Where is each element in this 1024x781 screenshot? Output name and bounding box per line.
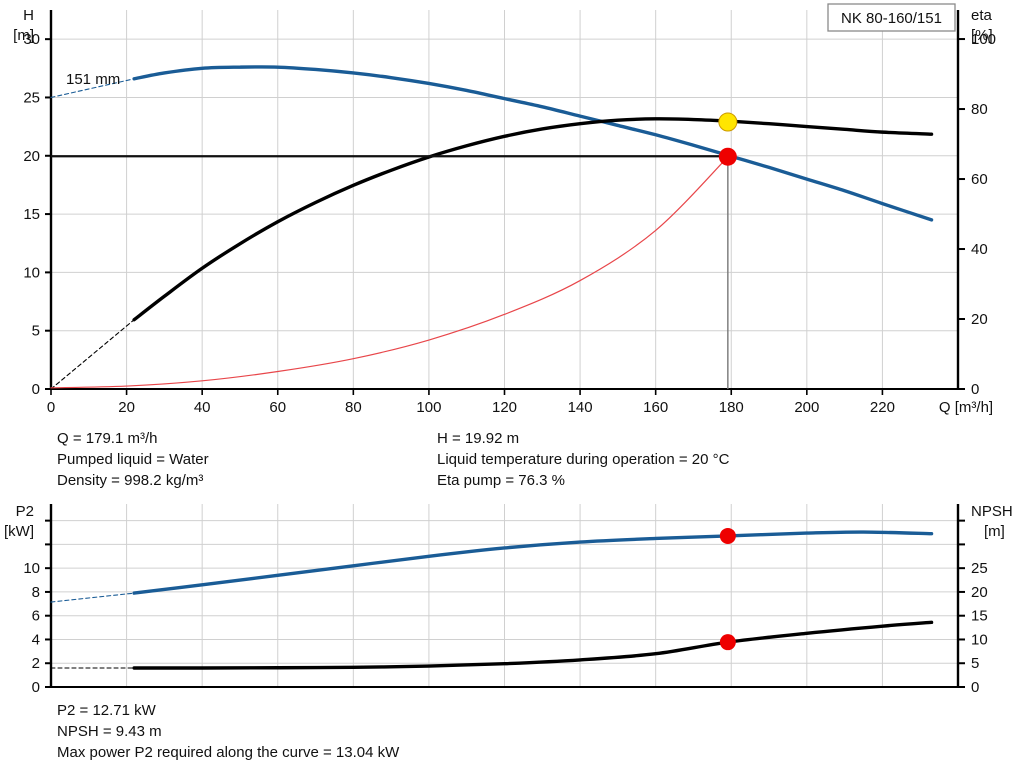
info-line-npsh: NPSH = 9.43 m	[57, 723, 162, 740]
impeller-size-label: 151 mm	[66, 71, 120, 88]
duty-point-efficiency-marker	[718, 112, 738, 132]
x-tick-label: 0	[47, 399, 55, 416]
x-tick-label: 180	[719, 399, 744, 416]
y-axis-title-left: H	[23, 7, 34, 24]
model-label-text: NK 80-160/151	[841, 10, 942, 27]
info-line-q: Q = 179.1 m³/h	[57, 430, 158, 447]
y-tick-label-right: 100	[971, 31, 996, 48]
x-tick-label: 40	[194, 399, 211, 416]
curve-head-h-	[132, 65, 934, 222]
x-tick-label: 80	[345, 399, 362, 416]
y-axis-unit-right: [%]	[971, 27, 993, 44]
y-axis-title-right: NPSH	[971, 503, 1013, 520]
y-tick-label-right: 15	[971, 608, 988, 625]
info-line-density: Density = 998.2 kg/m³	[57, 472, 204, 489]
duty-info-col-left: Q = 179.1 m³/h Pumped liquid = Water Den…	[57, 428, 209, 491]
y-tick-label-left: 0	[32, 381, 40, 398]
head-efficiency-svg: 0 5 10 15 20 25 30 0 20 40 60 80 100 0 20 40 60 80 100 120 1…	[13, 3, 996, 416]
duty-point-power-marker	[719, 527, 736, 544]
duty-point-npsh-marker	[719, 634, 736, 651]
duty-info-block-bottom: P2 = 12.71 kW NPSH = 9.43 m Max power P2…	[57, 700, 957, 770]
curve-power-p2-	[132, 530, 934, 595]
info-line-eta-pump: Eta pump = 76.3 %	[437, 472, 565, 489]
curve-npsh-top-chart-	[50, 156, 729, 389]
x-tick-label: 20	[118, 399, 135, 416]
y-tick-label-right: 60	[971, 171, 988, 188]
y-tick-label-left: 10	[23, 560, 40, 577]
curve-power-p2-extrapolated	[50, 592, 135, 603]
y-tick-label-right: 25	[971, 560, 988, 577]
top-chart-group: 0 5 10 15 20 25 30 0 20 40 60 80 100 0 20 40 60 80 100 120 1…	[13, 3, 996, 416]
duty-info-block-top: Q = 179.1 m³/h Pumped liquid = Water Den…	[0, 428, 1024, 503]
y-tick-label-left: 30	[23, 31, 40, 48]
x-tick-label: 160	[643, 399, 668, 416]
bottom-chart-group: 0 2 4 6 8 10 0 5 10 15 20 25 P2 [kW] NPSH [m]	[4, 503, 1013, 696]
x-tick-label: 60	[269, 399, 286, 416]
x-tick-label: 220	[870, 399, 895, 416]
info-line-p2: P2 = 12.71 kW	[57, 702, 156, 719]
info-line-liquid-temperature: Liquid temperature during operation = 20…	[437, 451, 730, 468]
x-tick-label: 120	[492, 399, 517, 416]
y-tick-label-left: 0	[32, 679, 40, 696]
curve-efficiency-eta-extrapolated	[50, 319, 135, 390]
curve-npsh	[132, 620, 934, 670]
y-tick-label-left: 6	[32, 608, 40, 625]
y-tick-label-right: 10	[971, 631, 988, 648]
duty-info-col-right: H = 19.92 m Liquid temperature during op…	[437, 428, 729, 491]
y-tick-label-left: 5	[32, 323, 40, 340]
head-efficiency-chart: 0 5 10 15 20 25 30 0 20 40 60 80 100 0 20 40 60 80 100 120 1…	[13, 3, 996, 416]
y-tick-label-right: 0	[971, 381, 979, 398]
y-tick-label-right: 5	[971, 655, 979, 672]
x-axis-title: Q [m³/h]	[939, 399, 993, 416]
curve-head-h-extrapolated	[50, 78, 135, 99]
x-tick-label: 100	[416, 399, 441, 416]
info-line-max-power: Max power P2 required along the curve = …	[57, 744, 400, 761]
y-tick-label-left: 8	[32, 584, 40, 601]
y-tick-label-left: 25	[23, 89, 40, 106]
y-tick-label-right: 0	[971, 679, 979, 696]
y-axis-title-right: eta	[971, 7, 993, 24]
y-axis-unit-right: [m]	[984, 523, 1005, 540]
y-tick-label-right: 80	[971, 101, 988, 118]
y-axis-title-left: P2	[16, 503, 34, 520]
y-tick-label-right: 40	[971, 241, 988, 258]
power-npsh-chart: 0 2 4 6 8 10 0 5 10 15 20 25 P2 [kW] NPSH [m]	[0, 498, 1024, 698]
info-line-h: H = 19.92 m	[437, 430, 520, 447]
model-label-box	[827, 3, 956, 32]
y-tick-label-right: 20	[971, 584, 988, 601]
curve-efficiency-eta-	[132, 117, 934, 322]
info-line-pumped-liquid: Pumped liquid = Water	[57, 451, 209, 468]
duty-point-head-marker	[718, 147, 737, 166]
y-axis-unit-left: [m]	[13, 27, 34, 44]
x-tick-label: 140	[568, 399, 593, 416]
y-axis-unit-left: [kW]	[4, 523, 34, 540]
y-tick-label-left: 20	[23, 148, 40, 165]
y-tick-label-left: 2	[32, 655, 40, 672]
x-tick-label: 200	[794, 399, 819, 416]
y-tick-label-left: 15	[23, 206, 40, 223]
power-npsh-svg: 0 2 4 6 8 10 0 5 10 15 20 25 P2 [kW] NPSH [m]	[4, 503, 1013, 696]
y-tick-label-left: 10	[23, 264, 40, 281]
y-tick-label-left: 4	[32, 631, 40, 648]
y-tick-label-right: 20	[971, 311, 988, 328]
